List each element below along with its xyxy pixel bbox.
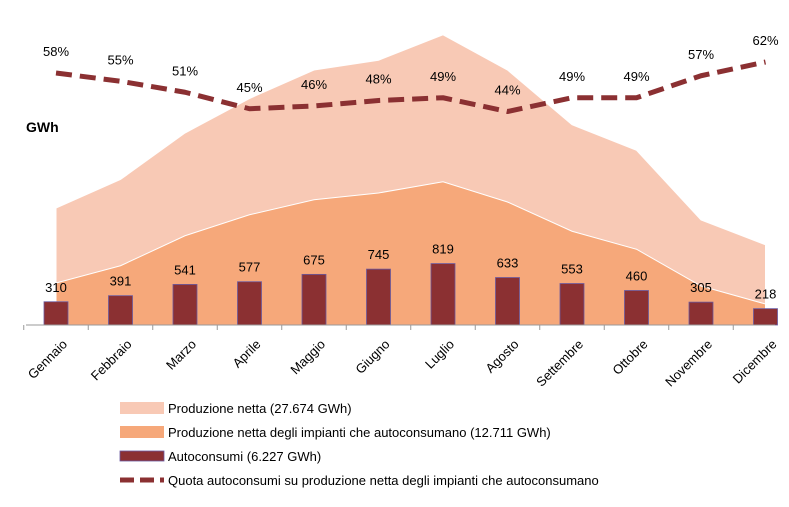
line-value-label: 49% <box>559 69 585 84</box>
line-value-label: 45% <box>236 80 262 95</box>
x-tick-label: Giugno <box>352 337 392 377</box>
x-tick-label: Novembre <box>662 337 715 390</box>
bar-autoconsumi <box>559 283 585 326</box>
x-tick-label: Maggio <box>287 337 328 378</box>
line-value-label: 62% <box>752 33 778 48</box>
legend-label: Autoconsumi (6.227 GWh) <box>168 449 321 464</box>
x-tick-label: Agosto <box>482 337 521 376</box>
legend-quota: Quota autoconsumi su produzione netta de… <box>120 473 599 488</box>
bar-value-label: 541 <box>174 262 196 277</box>
x-tick-label: Luglio <box>422 337 457 372</box>
bar-autoconsumi <box>753 308 778 326</box>
x-axis: Gennaio Febbraio Marzo Aprile Maggio Giugno Lu… <box>23 324 780 390</box>
legend-label: Quota autoconsumi su produzione netta de… <box>168 473 599 488</box>
bar-autoconsumi <box>43 301 69 326</box>
bar-value-label: 745 <box>368 247 390 262</box>
legend-swatch <box>120 426 164 438</box>
bar-value-label: 577 <box>239 260 261 275</box>
bar-layer <box>43 263 778 326</box>
bar-value-label: 460 <box>626 269 648 284</box>
line-value-label: 44% <box>494 83 520 98</box>
bar-autoconsumi <box>172 284 198 326</box>
line-value-label: 48% <box>365 72 391 87</box>
legend-swatch <box>120 402 164 414</box>
bar-value-label: 305 <box>690 280 712 295</box>
bar-autoconsumi <box>237 281 262 326</box>
bar-autoconsumi <box>624 290 649 326</box>
x-tick-label: Settembre <box>533 337 586 390</box>
line-value-label: 51% <box>172 63 198 78</box>
bar-value-label: 218 <box>755 287 777 302</box>
bar-value-label: 310 <box>45 280 67 295</box>
area-layer <box>55 34 766 326</box>
line-label-layer: 58% 55% 51% 45% 46% 48% 49% 44% 49% 49% 57% 62% <box>43 33 779 98</box>
bar-autoconsumi <box>495 277 520 326</box>
legend-label: Produzione netta degli impianti che auto… <box>168 425 551 440</box>
line-value-label: 57% <box>688 47 714 62</box>
area-produzione-autoconsumo <box>55 181 766 326</box>
legend-produzione-netta: Produzione netta (27.674 GWh) <box>120 401 352 416</box>
bar-value-label: 675 <box>303 252 325 267</box>
bar-value-label: 633 <box>497 256 519 271</box>
legend: Produzione netta (27.674 GWh) Produzione … <box>119 401 599 488</box>
line-value-label: 49% <box>430 69 456 84</box>
line-value-label: 58% <box>43 44 69 59</box>
bar-value-label: 819 <box>432 242 454 257</box>
legend-produzione-autoconsumo: Produzione netta degli impianti che auto… <box>120 425 551 440</box>
x-tick-label: Marzo <box>163 337 199 373</box>
bar-value-label: 553 <box>561 262 583 277</box>
unit-label: GWh <box>26 119 59 135</box>
line-value-label: 46% <box>301 77 327 92</box>
bar-autoconsumi <box>301 273 327 326</box>
x-tick-label: Febbraio <box>88 337 135 384</box>
line-value-label: 55% <box>107 52 133 67</box>
bar-autoconsumi <box>108 295 133 326</box>
line-value-label: 49% <box>623 69 649 84</box>
x-tick-label: Gennaio <box>25 337 70 382</box>
x-tick-label: Aprile <box>230 337 264 371</box>
legend-swatch <box>119 450 165 462</box>
x-tick-label: Dicembre <box>730 337 780 387</box>
bar-label-layer: 310 391 541 577 675 745 819 633 553 460 305 218 <box>45 242 776 302</box>
legend-autoconsumi: Autoconsumi (6.227 GWh) <box>119 449 321 464</box>
x-tick-label: Ottobre <box>609 337 650 378</box>
bar-autoconsumi <box>430 263 456 326</box>
bar-autoconsumi <box>366 268 391 326</box>
legend-label: Produzione netta (27.674 GWh) <box>168 401 352 416</box>
bar-value-label: 391 <box>110 274 132 289</box>
bar-autoconsumi <box>688 301 714 326</box>
